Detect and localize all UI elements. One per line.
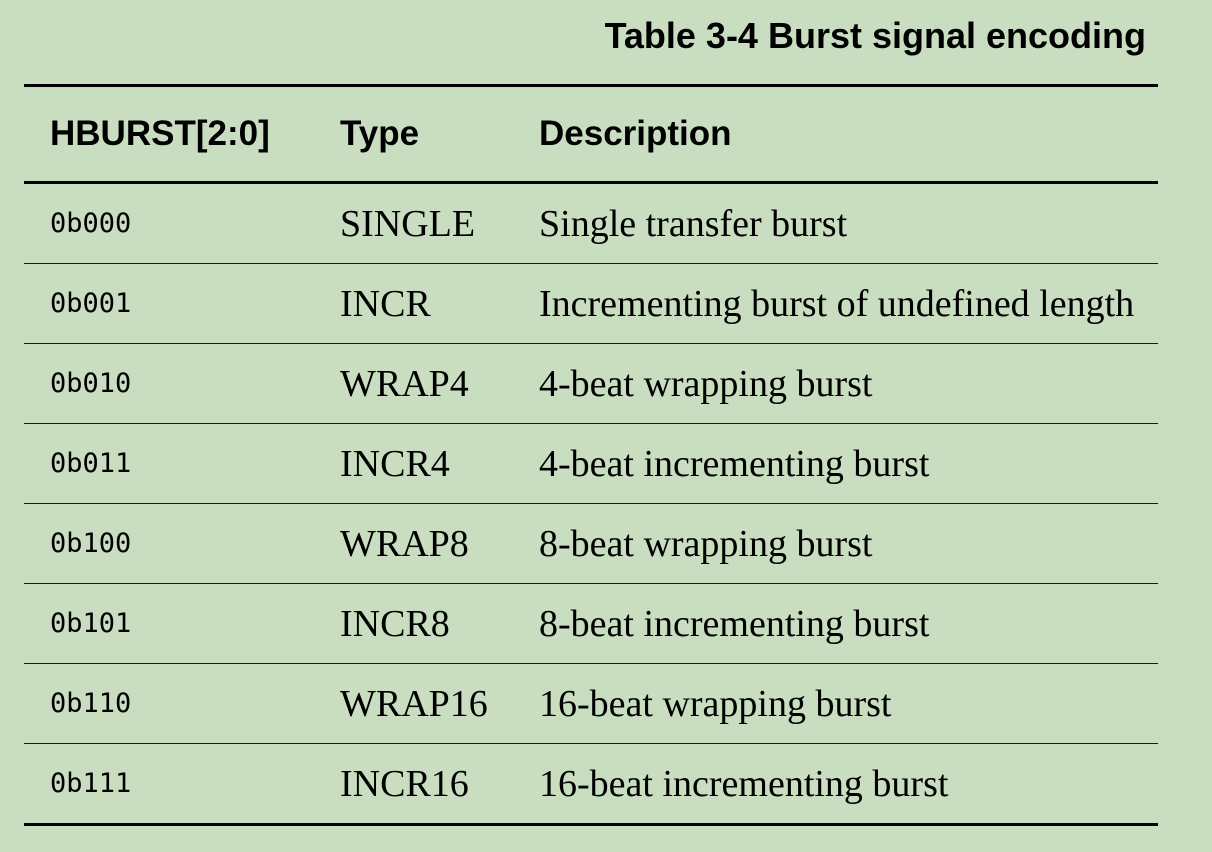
table-row: 0b011 INCR4 4-beat incrementing burst bbox=[24, 423, 1158, 504]
cell-type: INCR16 bbox=[340, 762, 469, 805]
table-row: 0b110 WRAP16 16-beat wrapping burst bbox=[24, 663, 1158, 744]
cell-description: 8-beat incrementing burst bbox=[539, 583, 1158, 664]
cell-type: INCR4 bbox=[340, 423, 539, 504]
table-row: 0b001 INCR Incrementing burst of undefin… bbox=[24, 263, 1158, 344]
table-caption: Table 3-4 Burst signal encoding bbox=[604, 15, 1146, 56]
cell-hburst: 0b111 bbox=[50, 768, 132, 799]
header-description: Description bbox=[539, 85, 1158, 184]
cell-hburst: 0b110 bbox=[24, 663, 340, 744]
burst-encoding-table: HBURST[2:0] Type Description 0b000 SINGL… bbox=[24, 84, 1158, 826]
cell-hburst: 0b011 bbox=[24, 423, 340, 504]
cell-description: 8-beat wrapping burst bbox=[539, 503, 1158, 584]
cell-description: 16-beat incrementing burst bbox=[539, 762, 949, 805]
cell-description: 4-beat incrementing burst bbox=[539, 423, 1158, 504]
cell-hburst: 0b000 bbox=[24, 182, 340, 264]
cell-type: INCR8 bbox=[340, 583, 539, 664]
table-header: HBURST[2:0] Type Description bbox=[24, 85, 1158, 184]
cell-hburst: 0b001 bbox=[24, 263, 340, 344]
cell-hburst: 0b100 bbox=[24, 503, 340, 584]
cell-type: SINGLE bbox=[340, 182, 539, 264]
cell-type: WRAP8 bbox=[340, 503, 539, 584]
header-row: HBURST[2:0] Type Description bbox=[24, 85, 1158, 184]
table-row: 0b111 INCR16 16-beat incrementing burst bbox=[24, 744, 1158, 825]
table-row: 0b000 SINGLE Single transfer burst bbox=[24, 182, 1158, 264]
header-type: Type bbox=[340, 85, 539, 184]
header-hburst: HBURST[2:0] bbox=[24, 85, 340, 184]
cell-description: Incrementing burst of undefined length bbox=[539, 263, 1158, 344]
cell-type: WRAP16 bbox=[340, 663, 539, 744]
cell-type: WRAP4 bbox=[340, 343, 539, 424]
cell-type: INCR bbox=[340, 263, 539, 344]
table-body: 0b000 SINGLE Single transfer burst 0b001… bbox=[24, 182, 1158, 825]
table-row: 0b100 WRAP8 8-beat wrapping burst bbox=[24, 503, 1158, 584]
cell-description: 4-beat wrapping burst bbox=[539, 343, 1158, 424]
cell-description: 16-beat wrapping burst bbox=[539, 663, 1158, 744]
cell-hburst: 0b101 bbox=[24, 583, 340, 664]
cell-hburst: 0b010 bbox=[24, 343, 340, 424]
cell-description: Single transfer burst bbox=[539, 182, 1158, 264]
table-row: 0b101 INCR8 8-beat incrementing burst bbox=[24, 583, 1158, 664]
table-row: 0b010 WRAP4 4-beat wrapping burst bbox=[24, 343, 1158, 424]
